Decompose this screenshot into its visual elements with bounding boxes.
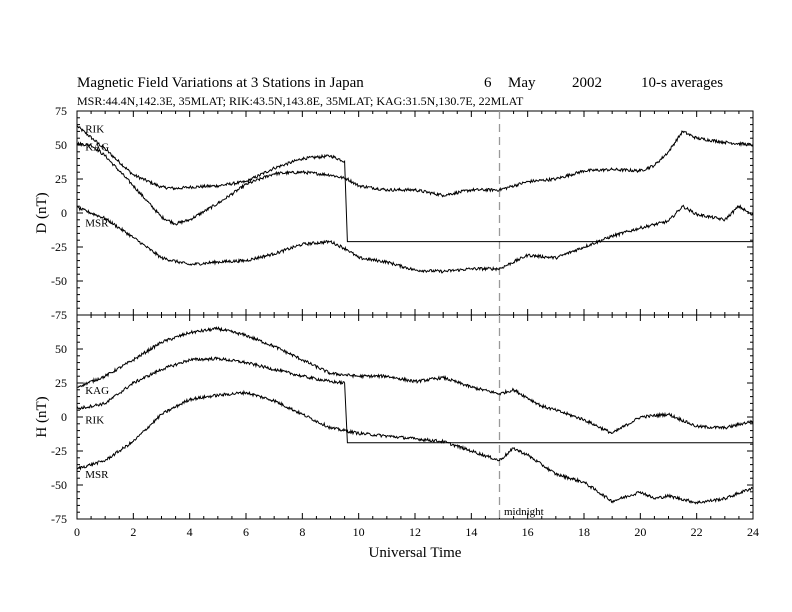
x-tick-label: 22 — [691, 525, 703, 539]
y-tick-label: 25 — [55, 376, 67, 390]
x-tick-label: 4 — [187, 525, 193, 539]
y-tick-label: 0 — [61, 206, 67, 220]
series-label-rik: RIK — [85, 124, 104, 136]
x-tick-label: 14 — [465, 525, 477, 539]
y-tick-label: -75 — [51, 512, 67, 526]
series-label-msr: MSR — [85, 218, 109, 230]
series-line-kag — [76, 130, 754, 226]
title-month: May — [508, 75, 536, 91]
y-axis-label: D (nT) — [34, 192, 50, 233]
x-tick-label: 24 — [747, 525, 759, 539]
series-label-rik: RIK — [85, 415, 104, 427]
title-year: 2002 — [572, 75, 602, 91]
x-tick-label: 20 — [634, 525, 646, 539]
station-info-subtitle: MSR:44.4N,142.3E, 35MLAT; RIK:43.5N,143.… — [77, 94, 524, 108]
x-tick-label: 10 — [353, 525, 365, 539]
series-line-rik — [76, 356, 753, 444]
series-label-kag: KAG — [85, 385, 109, 397]
title-day: 6 — [484, 75, 492, 91]
x-tick-label: 12 — [409, 525, 421, 539]
x-tick-label: 18 — [578, 525, 590, 539]
x-tick-label: 6 — [243, 525, 249, 539]
y-tick-label: 50 — [55, 342, 67, 356]
y-tick-label: -25 — [51, 444, 67, 458]
series-line-kag — [76, 326, 754, 435]
x-axis-label: Universal Time — [369, 545, 462, 561]
plot-frame — [76, 314, 754, 520]
x-tick-label: 8 — [299, 525, 305, 539]
midnight-annotation: midnight — [504, 506, 544, 518]
y-tick-label: 75 — [55, 104, 67, 118]
y-tick-label: 0 — [61, 410, 67, 424]
chart-title: Magnetic Field Variations at 3 Stations … — [77, 75, 364, 91]
series-line-rik — [76, 125, 753, 243]
y-tick-label: -50 — [51, 478, 67, 492]
y-tick-label: -75 — [51, 308, 67, 322]
series-label-msr: MSR — [85, 469, 109, 481]
d-component-panel: 75 50 25 0 -25 -50 -75 D (nT) RIK KAG MSR — [34, 104, 754, 322]
y-tick-label: 50 — [55, 138, 67, 152]
series-line-msr — [77, 389, 754, 505]
x-tick-label: 2 — [130, 525, 136, 539]
plot-frame — [76, 110, 754, 316]
y-tick-label: 25 — [55, 172, 67, 186]
y-tick-label: -50 — [51, 274, 67, 288]
x-tick-label: 16 — [522, 525, 534, 539]
series-line-msr — [76, 204, 754, 274]
series-label-kag: KAG — [85, 141, 109, 153]
y-axis-label: H (nT) — [34, 396, 50, 437]
title-averaging: 10-s averages — [641, 75, 723, 91]
x-tick-label: 0 — [74, 525, 80, 539]
y-tick-label: -25 — [51, 240, 67, 254]
